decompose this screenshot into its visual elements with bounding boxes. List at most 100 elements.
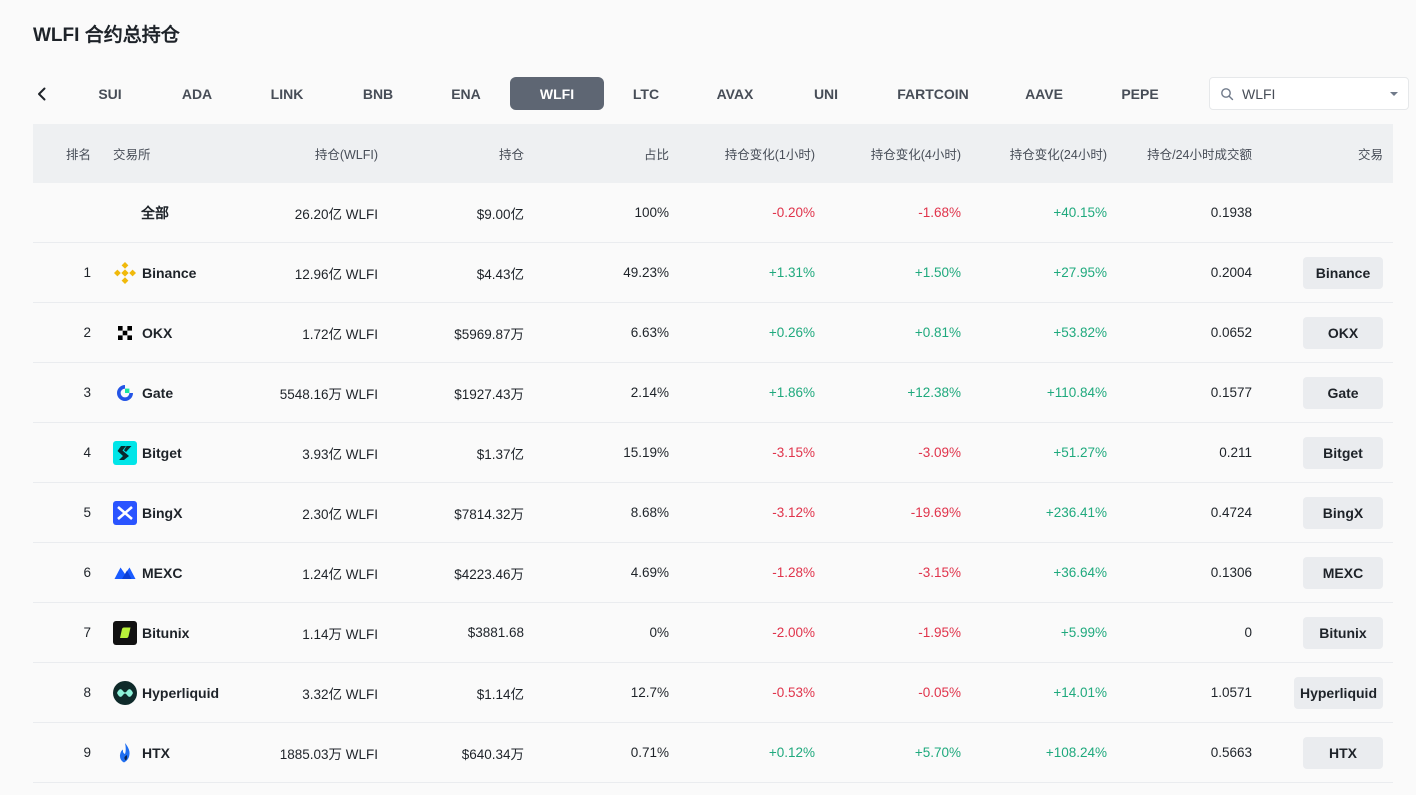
header-change-1h[interactable]: 持仓变化(1小时) — [724, 148, 815, 162]
row-change-1h: +1.31% — [768, 265, 815, 280]
row-oi-vol-ratio: 0.2004 — [1210, 265, 1252, 280]
tab-link[interactable]: LINK — [270, 85, 304, 102]
row-oi-value: $1927.43万 — [454, 386, 524, 402]
row-change-24h: +36.64% — [1053, 565, 1107, 580]
row-oi-qty: 5548.16万 WLFI — [279, 386, 378, 402]
coin-tabs: SUI ADA LINK BNB ENA WLFI LTC AVAX UNI F… — [28, 77, 1413, 110]
caret-down-icon[interactable] — [1390, 91, 1398, 96]
row-oi-value: $640.34万 — [461, 746, 524, 762]
row-change-4h: -0.05% — [918, 685, 961, 700]
row-oi-vol-ratio: 1.0571 — [1210, 685, 1252, 700]
tab-fartcoin[interactable]: FARTCOIN — [897, 85, 969, 102]
back-button[interactable] — [28, 77, 56, 110]
row-oi-vol-ratio: 0.211 — [1219, 445, 1252, 460]
row-exchange[interactable]: Gate — [113, 381, 173, 405]
row-exchange[interactable]: Binance — [113, 261, 196, 285]
header-change-24h[interactable]: 持仓变化(24小时) — [1009, 148, 1107, 162]
trade-button[interactable]: Binance — [1303, 256, 1383, 289]
row-oi-qty: 1885.03万 WLFI — [279, 746, 378, 762]
tab-ada[interactable]: ADA — [181, 85, 213, 102]
row-exchange[interactable]: Hyperliquid — [113, 680, 219, 705]
row-exchange[interactable]: MEXC — [113, 561, 182, 585]
row-exchange[interactable]: Bitget — [113, 440, 182, 465]
search-value[interactable]: WLFI — [1242, 85, 1276, 102]
row-change-1h: +0.12% — [768, 745, 815, 760]
bitunix-logo-icon — [113, 620, 137, 645]
row-exchange[interactable]: HTX — [113, 741, 170, 765]
chevron-left-icon — [38, 87, 46, 100]
row-oi-qty: 1.72亿 WLFI — [302, 326, 378, 342]
row-oi-qty: 1.14万 WLFI — [302, 626, 378, 642]
tab-wlfi[interactable]: WLFI — [510, 77, 604, 110]
table-row: 7 Bitunix 1.14万 WLFI $3881.68 0% -2.00% … — [33, 603, 1393, 663]
row-change-4h: +12.38% — [907, 385, 961, 400]
trade-button[interactable]: Bitunix — [1303, 616, 1383, 649]
table-row: 1 Binance 12.96亿 WLFI $4.43亿 49.23% +1.3… — [33, 243, 1393, 303]
row-exchange-name: Bitunix — [142, 624, 190, 641]
table-row: 8 Hyperliquid 3.32亿 WLFI $1.14亿 12.7% -0… — [33, 663, 1393, 723]
hyperliquid-logo-icon — [113, 680, 137, 705]
table-row: 2 OKX 1.72亿 WLFI $5969.87万 6.63% +0.26% … — [33, 303, 1393, 363]
row-change-24h: +108.24% — [1045, 745, 1107, 760]
trade-button[interactable]: Hyperliquid — [1293, 676, 1383, 709]
row-change-1h: +0.26% — [768, 325, 815, 340]
coin-search-select[interactable]: WLFI — [1209, 77, 1409, 110]
row-rank: 4 — [83, 445, 91, 460]
row-rank: 8 — [83, 685, 91, 700]
gate-logo-icon — [113, 381, 137, 405]
tab-ena[interactable]: ENA — [451, 85, 481, 102]
htx-logo-icon — [113, 741, 137, 765]
row-exchange[interactable]: OKX — [113, 321, 172, 345]
row-oi-vol-ratio: 0.4724 — [1210, 505, 1252, 520]
trade-button[interactable]: BingX — [1303, 496, 1383, 529]
header-oi-vol-ratio[interactable]: 持仓/24小时成交额 — [1147, 148, 1252, 162]
trade-button[interactable]: HTX — [1303, 736, 1383, 769]
row-share: 2.14% — [630, 385, 669, 400]
row-exchange[interactable]: BingX — [113, 500, 182, 525]
row-share: 15.19% — [623, 445, 669, 460]
row-change-1h: -0.53% — [772, 685, 815, 700]
row-exchange-name: Binance — [142, 264, 197, 281]
trade-button[interactable]: MEXC — [1303, 556, 1383, 589]
open-interest-table: 排名 交易所 持仓(WLFI) 持仓 占比 持仓变化(1小时) 持仓变化(4小时… — [33, 124, 1393, 783]
tab-sui[interactable]: SUI — [98, 85, 122, 102]
row-change-24h: +51.27% — [1053, 445, 1107, 460]
row-exchange[interactable]: Bitunix — [113, 620, 190, 645]
tab-avax[interactable]: AVAX — [716, 85, 754, 102]
mexc-logo-icon — [113, 561, 137, 585]
row-exchange-name: HTX — [142, 744, 170, 761]
row-change-4h: -3.15% — [918, 565, 961, 580]
total-oi-vol-ratio: 0.1938 — [1210, 205, 1252, 220]
row-rank: 3 — [83, 385, 91, 400]
total-change-4h: -1.68% — [918, 205, 961, 220]
trade-button[interactable]: Bitget — [1303, 436, 1383, 469]
row-change-1h: +1.86% — [768, 385, 815, 400]
trade-button[interactable]: Gate — [1303, 376, 1383, 409]
table-header: 排名 交易所 持仓(WLFI) 持仓 占比 持仓变化(1小时) 持仓变化(4小时… — [33, 124, 1393, 183]
row-oi-value: $3881.68 — [467, 625, 524, 640]
row-change-4h: -19.69% — [910, 505, 961, 520]
header-share[interactable]: 占比 — [643, 148, 669, 162]
row-change-1h: -2.00% — [772, 625, 815, 640]
row-share: 6.63% — [630, 325, 669, 340]
row-change-1h: -3.12% — [772, 505, 815, 520]
row-share: 8.68% — [630, 505, 669, 520]
trade-button[interactable]: OKX — [1303, 316, 1383, 349]
header-oi-qty[interactable]: 持仓(WLFI) — [314, 148, 378, 162]
row-change-24h: +5.99% — [1060, 625, 1107, 640]
header-oi-value[interactable]: 持仓 — [498, 148, 524, 162]
header-trade: 交易 — [1357, 148, 1383, 162]
tab-bnb[interactable]: BNB — [362, 85, 394, 102]
row-oi-value: $5969.87万 — [454, 326, 524, 342]
header-change-4h[interactable]: 持仓变化(4小时) — [870, 148, 961, 162]
table-row: 5 BingX 2.30亿 WLFI $7814.32万 8.68% -3.12… — [33, 483, 1393, 543]
row-rank: 2 — [83, 325, 91, 340]
row-share: 12.7% — [630, 685, 669, 700]
tab-pepe[interactable]: PEPE — [1121, 85, 1159, 102]
tab-ltc[interactable]: LTC — [632, 85, 660, 102]
total-label: 全部 — [141, 204, 169, 221]
tab-uni[interactable]: UNI — [813, 85, 839, 102]
tab-aave[interactable]: AAVE — [1025, 85, 1063, 102]
header-rank: 排名 — [65, 148, 91, 162]
row-rank: 5 — [83, 505, 91, 520]
